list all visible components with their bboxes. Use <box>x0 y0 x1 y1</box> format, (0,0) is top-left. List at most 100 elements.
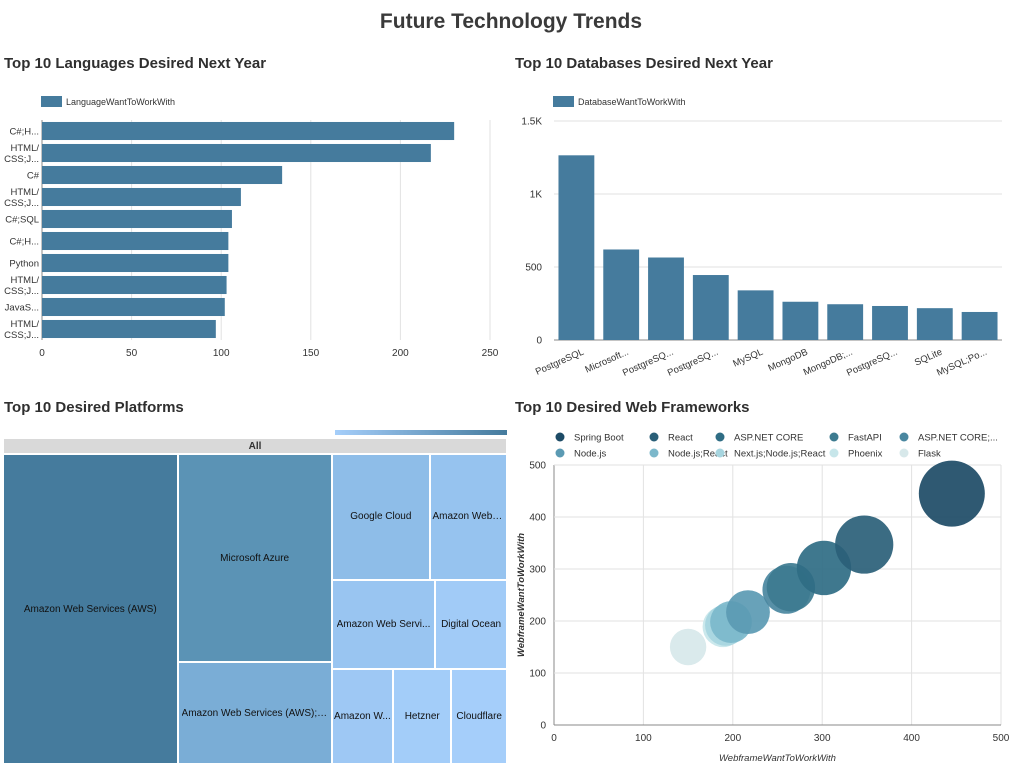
legend-label: Phoenix <box>848 449 883 460</box>
y-tick-label: 500 <box>525 263 542 274</box>
legend-marker <box>715 432 725 442</box>
treemap-cell[interactable]: Amazon Web Servi... <box>331 579 436 669</box>
treemap-cell-label: Amazon Web Services (AWS);Micr... <box>181 707 328 719</box>
category-label: C#;H... <box>9 127 39 138</box>
language-bar <box>42 231 229 251</box>
treemap-cell-label: Google Cloud <box>350 511 412 523</box>
platforms-chart-title: Top 10 Desired Platforms <box>4 399 184 416</box>
category-label: HTML/ <box>11 275 40 286</box>
y-tick-label: 400 <box>529 513 546 524</box>
legend-label: ASP.NET CORE <box>734 433 803 444</box>
frameworks-chart-title: Top 10 Desired Web Frameworks <box>515 399 750 416</box>
database-bar <box>692 275 729 340</box>
legend-marker <box>829 448 839 458</box>
database-bar <box>603 249 640 340</box>
language-bar <box>42 319 216 339</box>
treemap-cell[interactable]: Digital Ocean <box>435 579 507 669</box>
category-label: JavaS... <box>5 303 39 314</box>
legend-label: Spring Boot <box>574 433 624 444</box>
languages-bar-chart: LanguageWantToWorkWith 0 50 100 150 200 250 C#;… <box>4 96 499 359</box>
language-bar <box>42 253 229 273</box>
language-bar <box>42 143 431 163</box>
legend-marker <box>899 448 909 458</box>
category-label: HTML/ <box>11 187 40 198</box>
platforms-color-scale <box>335 430 507 435</box>
database-bar <box>737 290 774 340</box>
legend-label: Node.js;React <box>668 449 728 460</box>
legend-marker <box>555 432 565 442</box>
platforms-treemap: All Amazon Web Services (AWS) Microsoft A… <box>3 438 507 764</box>
treemap-cell-label: Amazon Web Services (AWS) <box>23 603 157 615</box>
category-label: C#;SQL <box>5 215 39 226</box>
treemap-root-label: All <box>248 440 262 452</box>
category-label: CSS;J... <box>4 286 39 297</box>
x-axis-label: WebframeWantToWorkWith <box>719 753 836 764</box>
legend-label: Node.js <box>574 449 606 460</box>
treemap-root-header[interactable]: All <box>3 438 507 454</box>
y-tick-label: 100 <box>529 669 546 680</box>
y-tick-label: 300 <box>529 565 546 576</box>
y-tick-label: 1.5K <box>521 117 542 128</box>
category-label: CSS;J... <box>4 154 39 165</box>
databases-bar-chart: DatabaseWantToWorkWith 0 500 1K 1.5K PostgreS… <box>521 96 1002 379</box>
y-tick-label: 0 <box>540 721 546 732</box>
treemap-cell-label: Cloudflare <box>456 710 502 722</box>
category-label: C# <box>27 171 40 182</box>
treemap-cell[interactable]: Microsoft Azure <box>177 454 332 663</box>
x-tick-label: 0 <box>39 348 45 359</box>
languages-chart-title: Top 10 Languages Desired Next Year <box>4 55 267 72</box>
x-tick-label: 200 <box>724 733 741 744</box>
language-bar <box>42 275 227 295</box>
framework-bubble <box>835 515 894 574</box>
category-label: PostgreSQ... <box>845 347 899 379</box>
legend-marker <box>649 432 659 442</box>
treemap-cell[interactable]: Hetzner <box>393 668 452 764</box>
treemap-cell-label: Amazon W... <box>334 710 391 722</box>
framework-bubble <box>669 628 707 666</box>
legend-label: React <box>668 433 693 444</box>
databases-chart-title: Top 10 Databases Desired Next Year <box>515 55 773 72</box>
x-tick-label: 200 <box>392 348 409 359</box>
treemap-cell[interactable]: Google Cloud <box>331 454 430 580</box>
legend-label: FastAPI <box>848 433 882 444</box>
database-bar <box>782 301 819 340</box>
treemap-cell-label: Digital Ocean <box>441 618 502 630</box>
category-label: CSS;J... <box>4 198 39 209</box>
treemap-cell[interactable]: Amazon Web S... <box>429 454 507 580</box>
treemap-cell[interactable]: Cloudflare <box>451 668 507 764</box>
framework-bubble <box>726 590 770 635</box>
treemap-cell-label: Microsoft Azure <box>220 552 290 564</box>
legend-label: LanguageWantToWorkWith <box>66 97 175 107</box>
category-label: PostgreSQL <box>534 347 586 378</box>
category-label: PostgreSQ... <box>666 347 720 379</box>
x-tick-label: 100 <box>213 348 230 359</box>
legend-marker <box>899 432 909 442</box>
database-bar <box>961 311 998 340</box>
y-tick-label: 500 <box>529 461 546 472</box>
x-tick-label: 50 <box>126 348 138 359</box>
language-bar <box>42 209 232 229</box>
category-label: CSS;J... <box>4 330 39 341</box>
legend-swatch <box>553 96 574 107</box>
x-tick-label: 150 <box>302 348 319 359</box>
language-bar <box>42 297 225 317</box>
language-bar <box>42 165 283 185</box>
category-label: SQLite <box>913 347 944 369</box>
database-bar <box>872 305 908 340</box>
database-bar <box>558 155 595 340</box>
legend-marker <box>649 448 659 458</box>
category-label: MySQL;Po... <box>935 347 989 379</box>
legend-marker <box>829 432 839 442</box>
legend-label: DatabaseWantToWorkWith <box>578 97 686 107</box>
x-tick-label: 100 <box>635 733 652 744</box>
y-axis-label: WebframeWantToWorkWith <box>516 533 527 657</box>
y-tick-label: 1K <box>530 190 543 201</box>
treemap-cell[interactable]: Amazon W... <box>331 668 394 764</box>
category-label: C#;H... <box>9 237 39 248</box>
x-tick-label: 250 <box>482 348 499 359</box>
language-bar <box>42 187 241 207</box>
treemap-cell[interactable]: Amazon Web Services (AWS);Micr... <box>177 662 332 764</box>
treemap-cell[interactable]: Amazon Web Services (AWS) <box>3 454 178 764</box>
x-tick-label: 500 <box>993 733 1010 744</box>
x-tick-label: 0 <box>551 733 557 744</box>
